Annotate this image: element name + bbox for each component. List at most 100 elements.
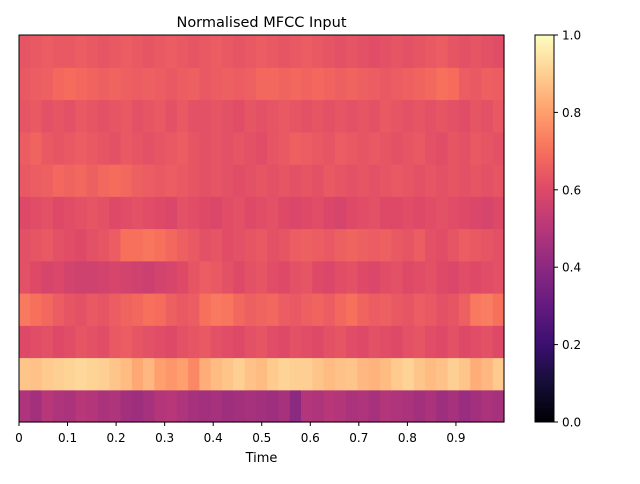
heatmap-cell bbox=[244, 35, 257, 68]
heatmap-cell bbox=[255, 164, 268, 197]
x-tick-label: 0.8 bbox=[398, 431, 417, 445]
heatmap-cell bbox=[109, 260, 122, 294]
heatmap-cell bbox=[379, 131, 392, 165]
heatmap-cell bbox=[447, 131, 460, 165]
heatmap-cell bbox=[233, 260, 246, 294]
heatmap-cell bbox=[222, 131, 234, 165]
heatmap-cell bbox=[391, 389, 404, 423]
chart-title: Normalised MFCC Input bbox=[176, 15, 346, 31]
heatmap-cell bbox=[255, 325, 268, 359]
heatmap-cell bbox=[289, 164, 302, 197]
heatmap-cell bbox=[447, 35, 460, 68]
heatmap-cell bbox=[199, 357, 212, 391]
heatmap-cell bbox=[458, 196, 471, 230]
heatmap-cell bbox=[176, 164, 189, 197]
heatmap-cell bbox=[368, 99, 381, 133]
heatmap-cell bbox=[413, 228, 426, 262]
heatmap-cell bbox=[154, 325, 167, 359]
heatmap-cell bbox=[120, 164, 133, 197]
heatmap-cell bbox=[300, 164, 313, 197]
heatmap-cell bbox=[233, 228, 246, 262]
heatmap-cell bbox=[176, 99, 189, 133]
heatmap-cell bbox=[222, 260, 234, 294]
heatmap-cell bbox=[267, 357, 280, 391]
heatmap-cell bbox=[334, 99, 347, 133]
heatmap-cell bbox=[52, 196, 65, 230]
heatmap-cell bbox=[425, 67, 437, 101]
heatmap-cell bbox=[97, 35, 110, 68]
heatmap-cell bbox=[233, 293, 246, 326]
heatmap-cell bbox=[19, 196, 31, 230]
heatmap-cell bbox=[391, 228, 404, 262]
heatmap-cell bbox=[300, 325, 313, 359]
heatmap-cell bbox=[300, 196, 313, 230]
heatmap-cell bbox=[255, 196, 268, 230]
heatmap-cell bbox=[458, 389, 471, 423]
heatmap-cell bbox=[312, 260, 325, 294]
heatmap-cell bbox=[425, 35, 437, 68]
heatmap-cell bbox=[289, 131, 302, 165]
heatmap-cell bbox=[154, 389, 167, 423]
heatmap-cell bbox=[86, 260, 99, 294]
heatmap-cell bbox=[267, 228, 280, 262]
heatmap-cell bbox=[210, 325, 223, 359]
heatmap-cell bbox=[52, 293, 65, 326]
heatmap-cell bbox=[86, 293, 99, 326]
heatmap-cell bbox=[244, 389, 257, 423]
heatmap-cell bbox=[391, 260, 404, 294]
heatmap-cell bbox=[413, 357, 426, 391]
heatmap-cell bbox=[176, 228, 189, 262]
heatmap-cell bbox=[481, 325, 494, 359]
heatmap-cell bbox=[436, 260, 449, 294]
colorbar-tick-label: 0.4 bbox=[562, 261, 581, 275]
heatmap-cell bbox=[413, 131, 426, 165]
heatmap-cell bbox=[357, 99, 370, 133]
heatmap-cell bbox=[244, 325, 257, 359]
heatmap-cell bbox=[86, 35, 99, 68]
heatmap-cell bbox=[255, 99, 268, 133]
heatmap-cell bbox=[436, 389, 449, 423]
colorbar-tick-label: 0.0 bbox=[562, 416, 581, 430]
heatmap-cell bbox=[210, 196, 223, 230]
heatmap-cell bbox=[492, 35, 505, 68]
heatmap-cell bbox=[357, 164, 370, 197]
heatmap-cell bbox=[289, 35, 302, 68]
heatmap-cell bbox=[323, 293, 336, 326]
heatmap-cell bbox=[97, 164, 110, 197]
heatmap-cell bbox=[402, 389, 415, 423]
heatmap-cell bbox=[199, 196, 212, 230]
heatmap-cell bbox=[458, 67, 471, 101]
heatmap-cell bbox=[244, 228, 257, 262]
heatmap-cell bbox=[436, 325, 449, 359]
heatmap-cell bbox=[188, 260, 201, 294]
heatmap-cell bbox=[300, 99, 313, 133]
heatmap-cell bbox=[267, 35, 280, 68]
heatmap-cell bbox=[131, 35, 144, 68]
heatmap-cell bbox=[19, 164, 31, 197]
x-tick-label: 0.9 bbox=[446, 431, 465, 445]
heatmap-cell bbox=[120, 325, 133, 359]
heatmap-cell bbox=[165, 35, 178, 68]
heatmap-cell bbox=[52, 357, 65, 391]
heatmap-cell bbox=[379, 325, 392, 359]
heatmap-cell bbox=[312, 389, 325, 423]
heatmap-cell bbox=[154, 228, 167, 262]
heatmap-cell bbox=[267, 389, 280, 423]
heatmap-cell bbox=[312, 99, 325, 133]
colorbar bbox=[534, 34, 555, 423]
heatmap-cell bbox=[267, 67, 280, 101]
heatmap-cell bbox=[391, 293, 404, 326]
colorbar-tick-label: 0.6 bbox=[562, 183, 581, 197]
heatmap-cell bbox=[143, 357, 155, 391]
heatmap-cell bbox=[120, 260, 133, 294]
heatmap-cell bbox=[458, 357, 471, 391]
heatmap-cell bbox=[278, 131, 291, 165]
heatmap-cell bbox=[425, 228, 437, 262]
heatmap-cell bbox=[278, 164, 291, 197]
heatmap-cell bbox=[176, 325, 189, 359]
x-tick-label: 0.1 bbox=[58, 431, 77, 445]
heatmap-cell bbox=[300, 228, 313, 262]
heatmap-cell bbox=[86, 357, 99, 391]
heatmap-cell bbox=[425, 260, 437, 294]
heatmap-cell bbox=[267, 293, 280, 326]
